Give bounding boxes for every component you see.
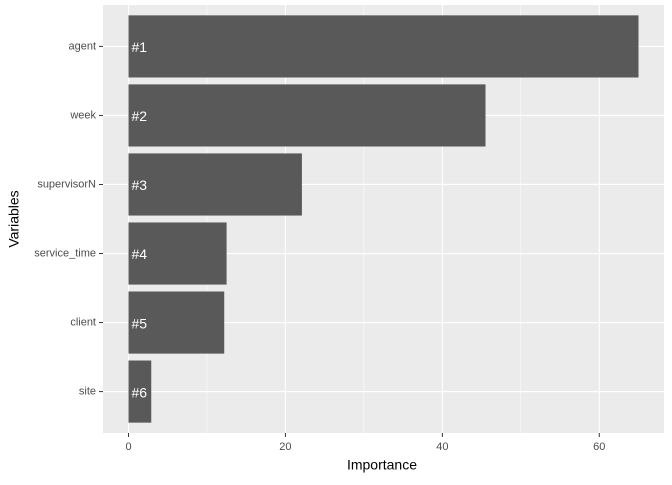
y-tick-label: supervisorN — [37, 178, 96, 190]
bar — [128, 291, 225, 354]
x-tick-label: 20 — [279, 441, 291, 453]
bar-label: #1 — [132, 39, 148, 55]
bar — [128, 84, 486, 147]
bar — [128, 15, 639, 78]
bar — [128, 153, 302, 216]
bar-label: #2 — [132, 108, 148, 124]
y-tick-label: site — [79, 385, 96, 397]
x-tick-label: 0 — [125, 441, 131, 453]
x-tick-label: 40 — [436, 441, 448, 453]
bar — [128, 360, 152, 423]
bar-label: #3 — [132, 177, 148, 193]
y-tick-label: week — [69, 109, 96, 121]
bar-label: #6 — [132, 384, 148, 400]
y-tick-label: service_time — [34, 247, 96, 259]
y-axis-title: Variables — [6, 190, 22, 247]
bar — [128, 222, 227, 285]
bar-label: #4 — [132, 246, 148, 262]
bar-label: #5 — [132, 315, 148, 331]
y-tick-label: client — [70, 316, 96, 328]
x-axis-title: Importance — [347, 457, 417, 473]
y-tick-label: agent — [68, 40, 96, 52]
x-tick-label: 60 — [593, 441, 605, 453]
